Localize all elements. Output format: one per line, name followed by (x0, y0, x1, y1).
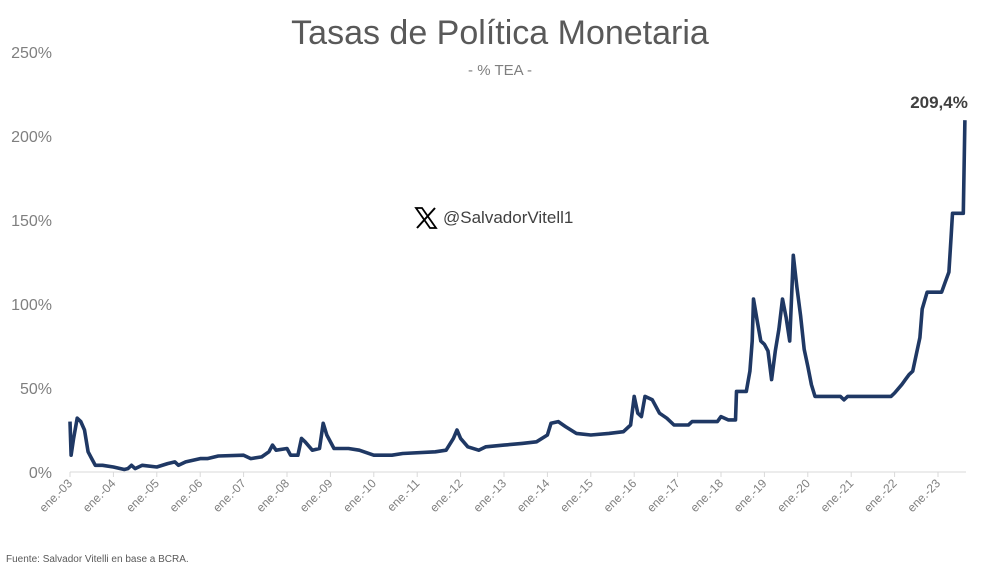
x-tick-label: ene.-23 (904, 476, 943, 515)
y-tick-label: 50% (20, 381, 52, 398)
x-tick-label: ene.-15 (557, 476, 596, 515)
x-tick-label: ene.-07 (210, 476, 249, 515)
source-note: Fuente: Salvador Vitelli en base a BCRA. (6, 554, 189, 565)
x-tick-label: ene.-18 (687, 476, 726, 515)
chart-title: Tasas de Política Monetaria (291, 14, 709, 52)
y-tick-label: 200% (11, 129, 52, 146)
x-tick-label: ene.-22 (861, 476, 900, 515)
x-tick-label: ene.-04 (80, 476, 119, 515)
x-tick-label: ene.-13 (470, 476, 509, 515)
x-logo-icon (414, 207, 438, 229)
x-tick-label: ene.-08 (253, 476, 292, 515)
series-line (68, 120, 967, 472)
x-tick-label: ene.-14 (514, 476, 553, 515)
y-tick-label: 250% (11, 45, 52, 62)
x-tick-label: ene.-20 (774, 476, 813, 515)
x-tick-label: ene.-09 (297, 476, 336, 515)
x-tick-label: ene.-05 (123, 476, 162, 515)
x-tick-label: ene.-16 (601, 476, 640, 515)
x-tick-label: ene.-17 (644, 476, 683, 515)
watermark: @SalvadorVitell1 (413, 206, 573, 230)
y-tick-label: 100% (11, 297, 52, 314)
y-tick-label: 0% (29, 465, 52, 482)
watermark-handle: @SalvadorVitell1 (443, 208, 574, 227)
x-tick-label: ene.-10 (340, 476, 379, 515)
x-tick-label: ene.-12 (427, 476, 466, 515)
y-tick-label: 150% (11, 213, 52, 230)
x-tick-label: ene.-21 (818, 476, 857, 515)
chart-subtitle: - % TEA - (468, 62, 532, 79)
x-tick-label: ene.-19 (731, 476, 770, 515)
x-tick-label: ene.-06 (167, 476, 206, 515)
x-tick-label: ene.-11 (384, 476, 422, 514)
last-value-label: 209,4% (910, 93, 968, 112)
